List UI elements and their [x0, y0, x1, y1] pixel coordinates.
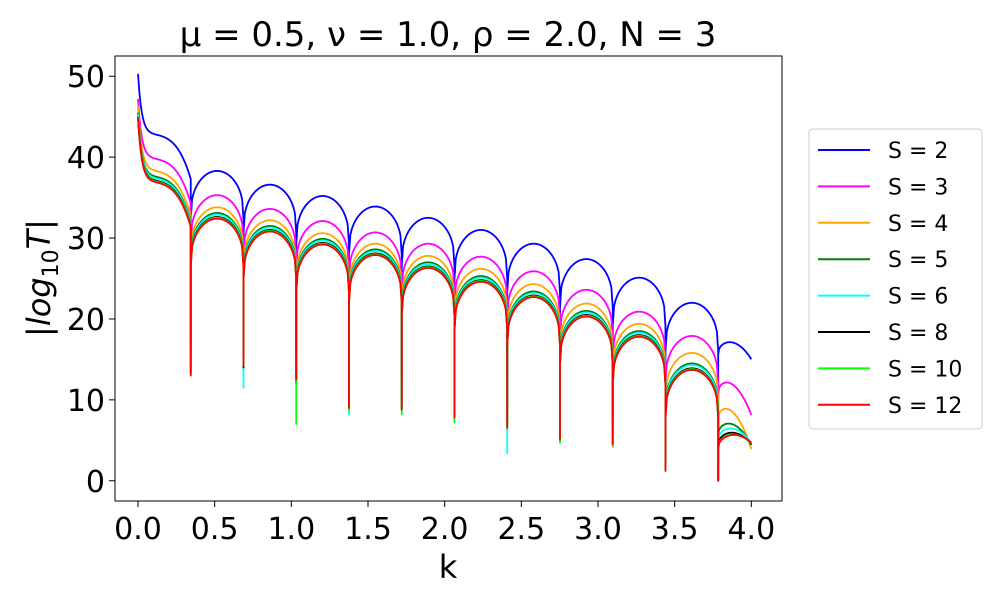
y-axis-label: |log10T| — [20, 219, 64, 337]
x-tick-label: 3.0 — [574, 512, 622, 547]
legend-label: S = 10 — [888, 357, 962, 382]
y-tick-label: 10 — [67, 384, 105, 419]
legend-label: S = 4 — [888, 212, 948, 237]
plot-frame — [114, 55, 783, 502]
x-tick-label: 2.5 — [497, 512, 545, 547]
x-tick-label: 1.5 — [344, 512, 392, 547]
series-line — [137, 112, 753, 482]
x-axis-label: k — [439, 548, 458, 586]
chart-title: μ = 0.5, ν = 1.0, ρ = 2.0, N = 3 — [180, 15, 717, 55]
y-tick-label: 0 — [86, 465, 105, 500]
legend-label: S = 3 — [888, 175, 948, 200]
legend-label: S = 6 — [888, 285, 948, 310]
series-line — [137, 116, 753, 482]
y-tick-label: 40 — [67, 141, 105, 176]
legend-label: S = 2 — [888, 139, 948, 164]
series-line — [137, 117, 752, 482]
legend-label: S = 12 — [888, 394, 962, 419]
legend-label: S = 8 — [888, 321, 948, 346]
y-tick-label: 20 — [67, 303, 105, 338]
series-line — [137, 98, 753, 466]
x-tick-label: 0.0 — [114, 512, 162, 547]
series-line — [137, 118, 752, 482]
x-tick-label: 2.0 — [421, 512, 469, 547]
y-tick-label: 30 — [67, 222, 105, 257]
y-tick-label: 50 — [67, 60, 105, 95]
y-axis: 0 10 20 30 40 50 — [67, 60, 115, 500]
x-tick-label: 4.0 — [727, 512, 775, 547]
series-lines — [137, 73, 753, 482]
series-line — [137, 73, 753, 445]
x-axis: 0.0 0.5 1.0 1.5 2.0 2.5 3.0 3.5 4.0 — [114, 501, 775, 547]
legend-frame — [808, 128, 983, 430]
legend: S = 2 S = 3 S = 4 S = 5 S = 6 S = 8 S = 10 S = … — [808, 128, 983, 430]
legend-label: S = 5 — [888, 248, 948, 273]
series-line — [137, 114, 753, 482]
x-tick-label: 0.5 — [191, 512, 239, 547]
x-tick-label: 3.5 — [651, 512, 699, 547]
x-tick-label: 1.0 — [267, 512, 315, 547]
